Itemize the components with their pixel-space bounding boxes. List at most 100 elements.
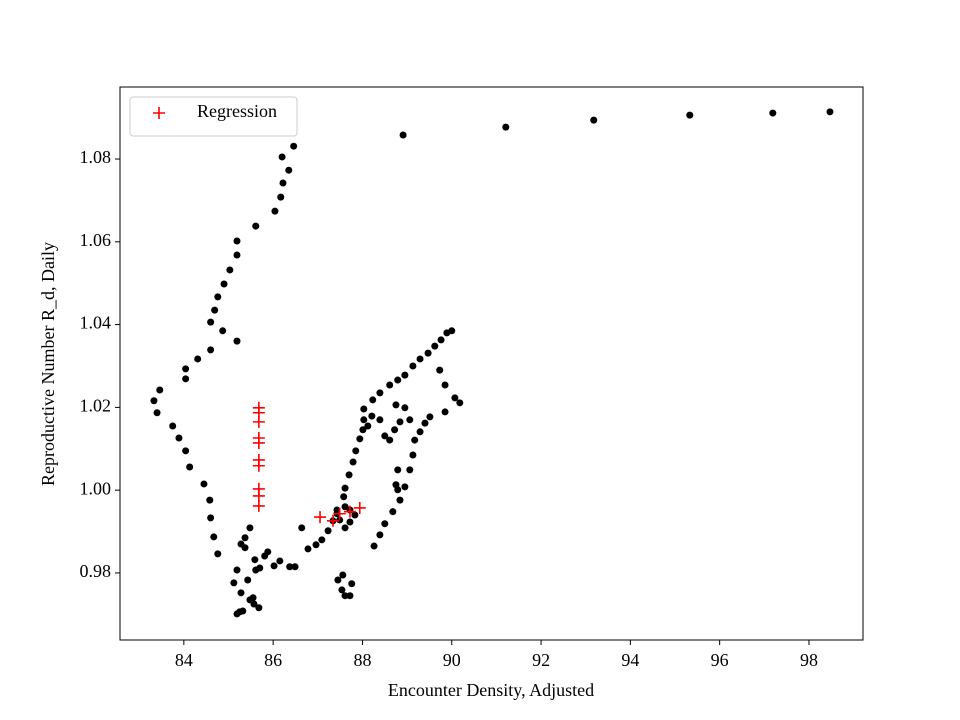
point: [270, 562, 278, 570]
point: [345, 471, 353, 479]
point: [370, 542, 378, 550]
point: [381, 520, 389, 528]
point: [233, 566, 241, 574]
point: [252, 436, 265, 449]
point: [314, 511, 327, 524]
point: [386, 436, 394, 444]
point: [230, 579, 238, 587]
point: [233, 251, 241, 259]
point: [590, 116, 598, 124]
point: [169, 422, 177, 430]
point: [150, 397, 158, 405]
point: [286, 563, 294, 571]
point: [421, 419, 429, 427]
point: [343, 505, 356, 518]
point: [214, 550, 222, 558]
point: [376, 531, 384, 539]
point: [416, 428, 424, 436]
point: [182, 447, 190, 455]
point: [220, 280, 228, 288]
point: [451, 394, 459, 402]
point: [353, 501, 366, 514]
point: [381, 432, 389, 440]
point: [271, 207, 279, 215]
point: [264, 548, 272, 556]
point: [416, 355, 424, 363]
point: [244, 576, 252, 584]
point: [333, 506, 341, 514]
point: [246, 524, 254, 532]
point: [392, 401, 400, 409]
point: [207, 514, 215, 522]
point: [396, 496, 404, 504]
y-tick-label: 1.04: [80, 313, 112, 333]
point: [336, 516, 344, 524]
point: [324, 527, 332, 535]
point: [237, 589, 245, 597]
plot-frame: [119, 86, 864, 641]
point: [359, 426, 367, 434]
point: [252, 459, 265, 472]
point: [368, 412, 376, 420]
point: [285, 166, 293, 174]
point: [356, 435, 364, 443]
point: [182, 365, 190, 373]
y-tick-label: 1.00: [80, 478, 112, 498]
point: [411, 436, 419, 444]
point: [346, 592, 354, 600]
point: [360, 405, 368, 413]
point: [351, 511, 359, 519]
y-tick-label: 1.02: [80, 396, 112, 416]
point: [376, 389, 384, 397]
legend-box: [129, 96, 298, 137]
x-axis-label: Encounter Density, Adjusted: [388, 680, 594, 700]
point: [448, 327, 456, 335]
x-tick-label: 86: [264, 650, 282, 670]
point: [769, 109, 777, 117]
point: [376, 416, 384, 424]
point: [333, 507, 346, 520]
point: [156, 386, 164, 394]
x-tick-label: 90: [443, 650, 461, 670]
point: [349, 458, 357, 466]
point: [214, 293, 222, 301]
point: [326, 514, 339, 527]
point: [409, 362, 417, 370]
point: [200, 480, 208, 488]
point: [251, 556, 259, 564]
point: [207, 346, 215, 354]
point: [401, 483, 409, 491]
point: [237, 540, 245, 548]
point: [249, 594, 257, 602]
point: [360, 416, 368, 424]
point: [252, 222, 260, 230]
legend-label: Regression: [197, 101, 277, 121]
point: [312, 541, 320, 549]
point: [686, 111, 694, 119]
point: [290, 142, 298, 150]
y-tick-label: 0.98: [80, 561, 112, 581]
point: [276, 557, 284, 565]
point: [241, 534, 249, 542]
point: [392, 481, 400, 489]
point: [401, 371, 409, 379]
point: [437, 336, 445, 344]
point: [250, 600, 258, 608]
point: [318, 536, 326, 544]
point: [401, 404, 409, 412]
point: [211, 306, 219, 314]
point: [341, 592, 349, 600]
point: [394, 466, 402, 474]
point: [219, 327, 227, 335]
point: [279, 179, 287, 187]
point: [406, 416, 414, 424]
point: [391, 426, 399, 434]
point: [394, 376, 402, 384]
x-tick-label: 96: [711, 650, 729, 670]
point: [826, 108, 834, 116]
point: [207, 318, 215, 326]
point: [436, 366, 444, 374]
point: [252, 499, 265, 512]
point: [210, 533, 218, 541]
